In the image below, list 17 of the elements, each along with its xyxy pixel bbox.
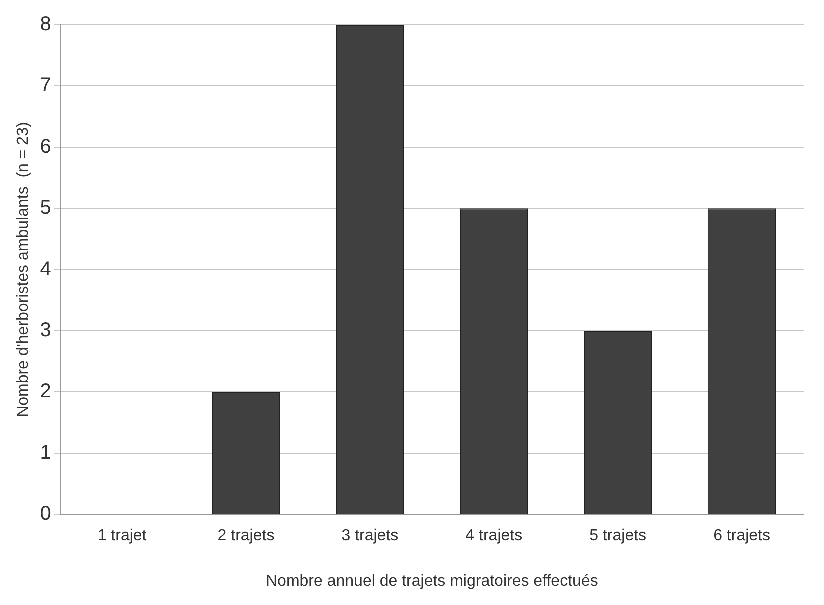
x-tick-label: 2 trajets <box>218 528 275 545</box>
y-axis-title: Nombre d'herboristes ambulants (n = 23) <box>15 122 32 418</box>
y-tick-label: 0 <box>40 503 52 526</box>
x-tick-label: 4 trajets <box>466 528 523 545</box>
x-tick-label: 6 trajets <box>714 528 770 545</box>
y-tick-label: 5 <box>40 197 52 220</box>
y-tick-label: 2 <box>40 380 52 403</box>
y-tick-label: 4 <box>40 258 52 280</box>
y-tick-label: 1 <box>40 442 52 464</box>
y-tick-label: 6 <box>40 136 52 158</box>
x-tick-label: 1 trajet <box>98 528 148 545</box>
y-tick-label: 3 <box>40 320 52 342</box>
y-tick-label: 7 <box>40 74 52 97</box>
y-tick-label: 8 <box>40 14 52 36</box>
x-tick-label: 3 trajets <box>342 528 399 545</box>
x-tick-label: 5 trajets <box>590 528 647 545</box>
x-axis-title: Nombre annuel de trajets migratoires effectués <box>266 572 598 590</box>
